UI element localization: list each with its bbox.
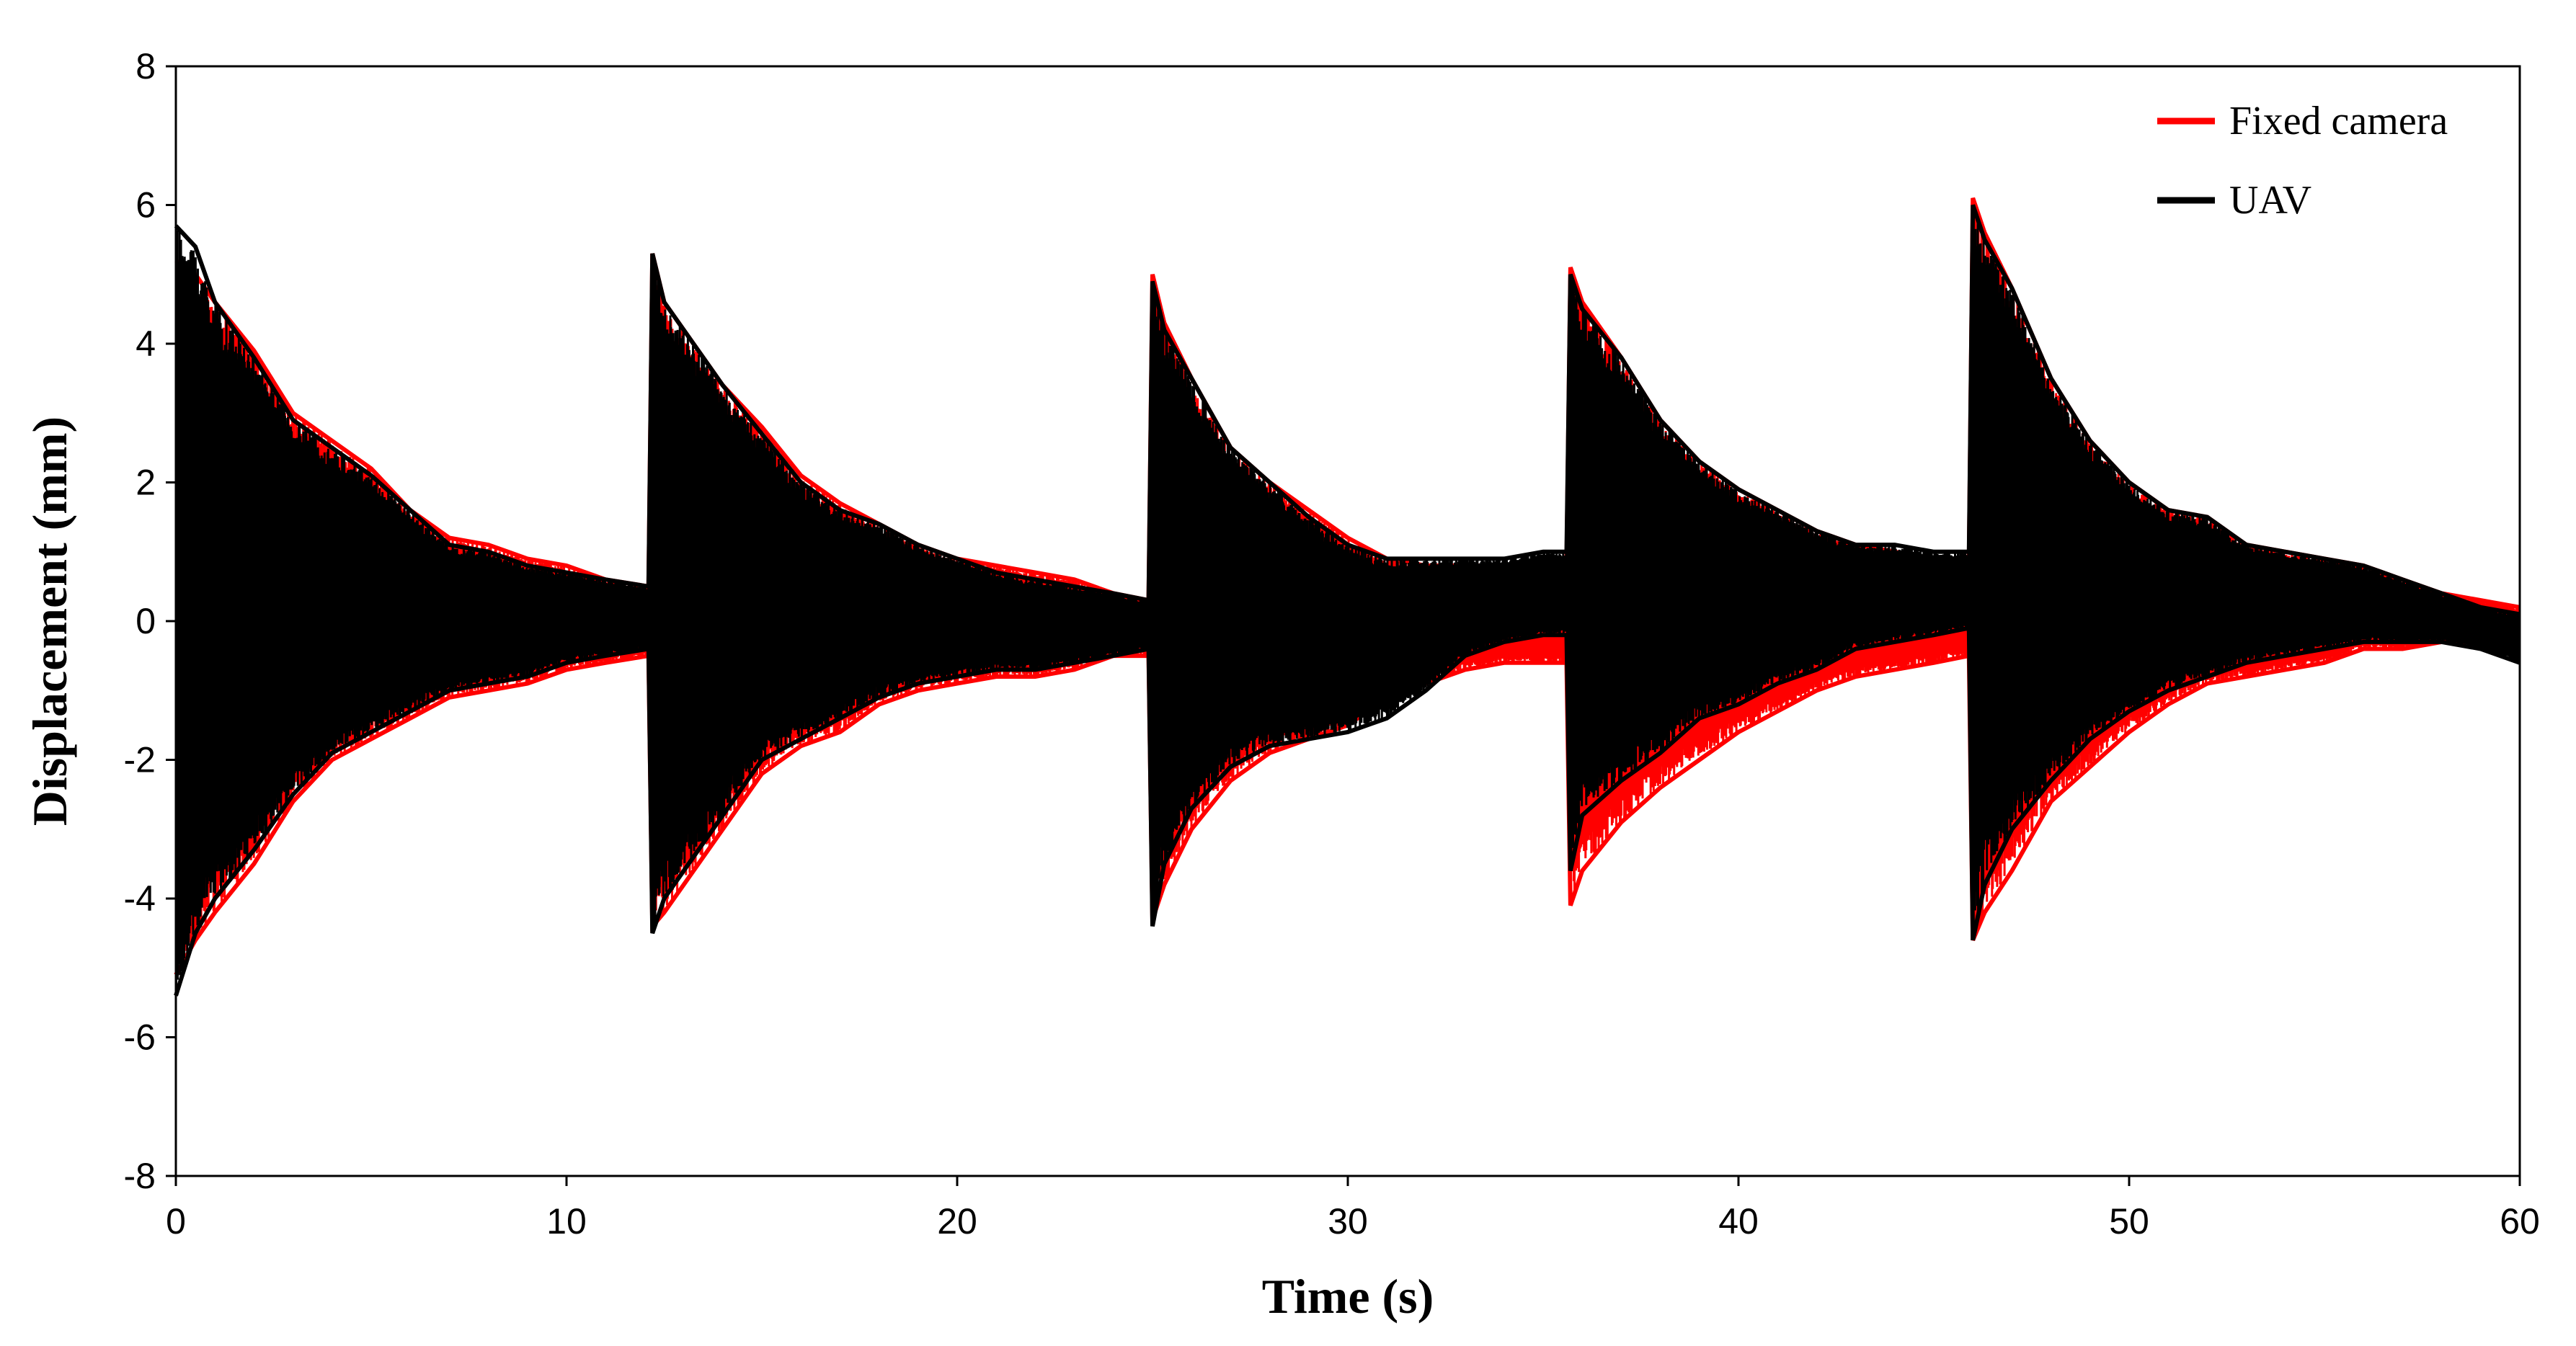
legend-label-uav: UAV <box>2229 178 2311 223</box>
x-tick-label: 0 <box>166 1201 186 1242</box>
legend: Fixed camera UAV <box>2157 99 2448 223</box>
series-lower-envelope <box>174 639 2521 976</box>
series-lower-envelope <box>174 625 2521 997</box>
series-line-uav <box>174 222 2521 986</box>
y-tick-label: 4 <box>136 324 156 364</box>
x-tick-label: 20 <box>937 1201 977 1242</box>
legend-label-fixed-camera: Fixed camera <box>2229 99 2448 143</box>
y-tick-label: -6 <box>124 1017 156 1058</box>
x-axis-title: Time (s) <box>1262 1269 1434 1324</box>
y-tick-label: -4 <box>124 878 156 919</box>
x-tick-label: 30 <box>1328 1201 1368 1242</box>
y-tick-label: -2 <box>124 740 156 780</box>
series-layer <box>174 197 2521 997</box>
y-tick-label: -8 <box>124 1156 156 1196</box>
x-tick-label: 60 <box>2500 1201 2540 1242</box>
x-tick-label: 50 <box>2109 1201 2149 1242</box>
ticks-layer: 0 10 20 30 40 50 60 -8 -6 -4 -2 0 2 4 6 8 <box>124 46 2540 1242</box>
x-tick-label: 40 <box>1718 1201 1759 1242</box>
series-upper-envelope <box>174 204 2521 617</box>
y-tick-label: 8 <box>136 46 156 86</box>
y-tick-label: 6 <box>136 185 156 226</box>
y-axis-title: Displacement (mm) <box>22 416 77 826</box>
x-tick-label: 10 <box>546 1201 587 1242</box>
y-tick-label: 2 <box>136 463 156 503</box>
y-tick-label: 0 <box>136 601 156 641</box>
